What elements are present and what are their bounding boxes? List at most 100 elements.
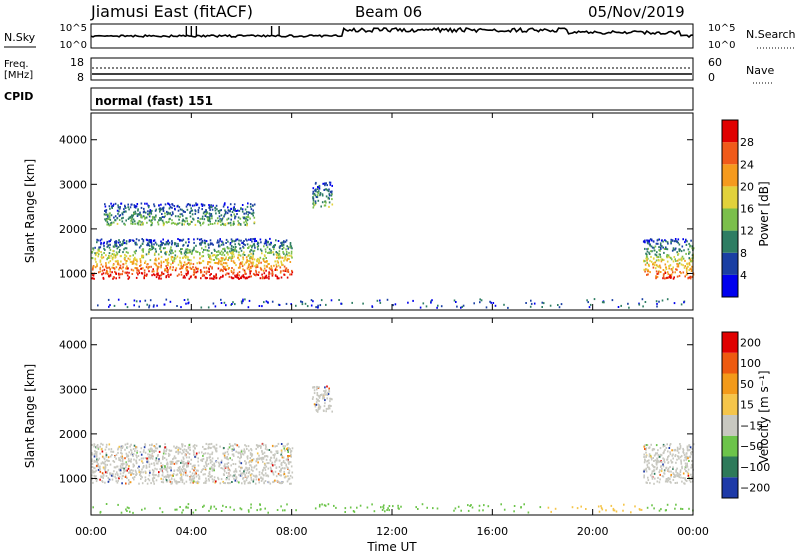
echo-cell <box>205 477 207 480</box>
echo-cell <box>265 269 267 272</box>
ground-scatter-cell <box>92 506 94 509</box>
ground-scatter-cell <box>478 509 481 512</box>
echo-cell <box>328 188 330 191</box>
echo-cell <box>179 216 181 218</box>
echo-cell <box>209 205 212 208</box>
ground-scatter-cell <box>680 507 682 510</box>
echo-cell <box>209 261 212 264</box>
echo-cell <box>218 461 220 464</box>
echo-cell <box>256 243 259 245</box>
ground-scatter-cell <box>120 511 123 514</box>
echo-cell <box>96 461 99 464</box>
ground-scatter-cell <box>432 507 434 510</box>
ground-scatter-cell <box>242 298 244 301</box>
echo-cell <box>667 469 669 472</box>
ground-scatter-cell <box>163 303 166 306</box>
echo-cell <box>207 478 210 481</box>
echo-cell <box>184 254 187 257</box>
ground-scatter-cell <box>503 508 506 511</box>
echo-cell <box>236 272 239 275</box>
echo-cell <box>121 467 123 469</box>
echo-cell <box>229 243 232 246</box>
echo-cell <box>128 208 130 211</box>
ground-scatter-cell <box>597 505 600 508</box>
ground-scatter-cell <box>453 299 456 302</box>
echo-cell <box>95 469 97 472</box>
echo-cell <box>244 244 246 247</box>
echo-cell <box>192 218 195 221</box>
echo-cell <box>105 265 107 268</box>
echo-cell <box>287 457 289 460</box>
echo-cell <box>181 267 184 270</box>
echo-cell <box>215 276 218 279</box>
echo-cell <box>137 209 139 212</box>
echo-cell <box>649 238 652 241</box>
echo-cell <box>275 450 278 453</box>
echo-cell <box>210 442 213 445</box>
echo-cell <box>667 254 670 257</box>
echo-cell <box>277 261 279 264</box>
echo-cell <box>151 468 154 471</box>
echo-cell <box>652 266 655 269</box>
ground-scatter-cell <box>344 507 347 510</box>
echo-cell <box>180 252 183 255</box>
echo-cell <box>689 277 692 280</box>
ground-scatter-cell <box>225 506 227 508</box>
ground-scatter-cell <box>580 505 582 508</box>
echo-cell <box>194 212 197 215</box>
echo-cell <box>663 248 666 250</box>
echo-cell <box>676 268 678 271</box>
echo-cell <box>128 465 130 468</box>
echo-cell <box>108 205 111 208</box>
echo-cell <box>123 222 125 225</box>
echo-cell <box>280 468 282 471</box>
echo-cell <box>115 266 118 269</box>
echo-cell <box>282 445 285 448</box>
echo-cell <box>287 471 290 474</box>
echo-cell <box>130 458 132 461</box>
echo-cell <box>152 471 155 474</box>
echo-cell <box>124 443 127 446</box>
echo-cell <box>279 459 281 462</box>
echo-cell <box>114 270 116 273</box>
echo-cell <box>181 452 183 455</box>
echo-cell <box>120 455 122 458</box>
echo-cell <box>227 272 230 275</box>
echo-cell <box>665 478 668 481</box>
echo-cell <box>171 474 174 477</box>
echo-cell <box>166 473 169 476</box>
ground-scatter-cell <box>295 304 297 307</box>
echo-cell <box>238 465 240 468</box>
echo-cell <box>232 463 235 465</box>
echo-cell <box>312 396 314 399</box>
echo-cell <box>150 462 153 465</box>
echo-cell <box>317 186 319 188</box>
nsky-label: N.Sky <box>4 31 36 44</box>
echo-cell <box>105 219 107 222</box>
echo-cell <box>659 271 662 273</box>
echo-cell <box>229 457 231 460</box>
echo-cell <box>160 261 163 264</box>
ground-scatter-cell <box>301 301 304 304</box>
echo-cell <box>274 445 276 448</box>
echo-cell <box>158 450 161 453</box>
echo-cell <box>686 240 688 243</box>
echo-cell <box>325 188 328 191</box>
echo-cell <box>688 257 691 260</box>
echo-cell <box>666 241 669 244</box>
echo-cell <box>117 451 119 454</box>
echo-cell <box>201 451 203 454</box>
echo-cell <box>280 453 282 456</box>
echo-cell <box>246 243 249 246</box>
echo-cell <box>194 455 196 458</box>
echo-cell <box>136 446 138 449</box>
echo-cell <box>171 219 173 222</box>
echo-cell <box>151 448 153 451</box>
echo-cell <box>683 459 685 462</box>
ground-scatter-cell <box>541 306 543 308</box>
ground-scatter-cell <box>478 504 481 507</box>
echo-cell <box>652 457 654 459</box>
echo-cell <box>284 467 286 470</box>
echo-cell <box>660 465 662 468</box>
echo-cell <box>99 266 102 269</box>
